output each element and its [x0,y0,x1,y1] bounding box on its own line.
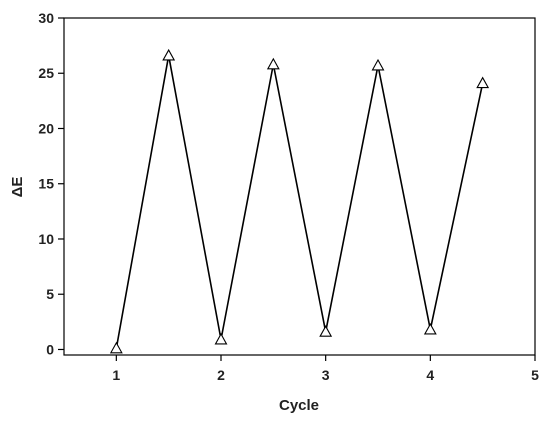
y-tick-label: 25 [38,65,54,81]
data-point-marker [214,332,228,345]
x-tick-label: 3 [322,367,330,383]
data-point-marker [476,76,490,89]
data-point-marker [423,322,437,335]
x-tick-label: 1 [112,367,120,383]
series-line [115,55,484,349]
x-axis-ticks: 1 2 3 4 5 [112,355,539,383]
y-tick-label: 10 [38,231,54,247]
x-axis-title: Cycle [279,397,319,414]
y-tick-label: 30 [38,10,54,26]
y-tick-label: 20 [38,120,54,136]
data-point-marker [162,48,176,61]
data-point-marker [319,325,333,337]
x-tick-label: 4 [426,367,434,383]
y-axis-title: ΔE [9,177,26,198]
x-tick-label: 5 [531,367,539,383]
series-lines [115,55,484,349]
x-tick-label: 2 [217,367,225,383]
data-point-marker [266,57,280,70]
data-point-marker [371,58,385,71]
series-markers [109,48,490,354]
y-tick-label: 5 [46,286,54,302]
y-tick-label: 15 [38,176,54,192]
plot-frame [63,17,536,356]
y-axis-ticks: 0 5 10 15 20 25 30 [38,10,64,357]
data-point-marker [109,341,123,354]
y-tick-label: 0 [46,341,54,357]
